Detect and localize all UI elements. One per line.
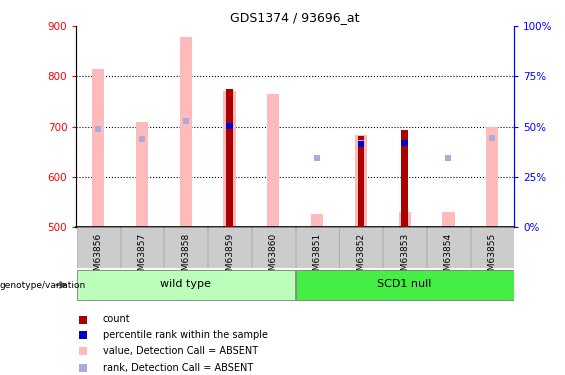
Bar: [267, 94, 280, 227]
Bar: [226, 89, 233, 227]
Text: GSM63851: GSM63851: [312, 233, 321, 282]
Bar: [92, 69, 105, 227]
FancyBboxPatch shape: [340, 227, 383, 268]
Bar: [223, 92, 236, 227]
Text: GSM63854: GSM63854: [444, 233, 453, 282]
Text: SCD1 null: SCD1 null: [377, 279, 432, 290]
FancyBboxPatch shape: [208, 227, 251, 268]
Bar: [442, 212, 455, 227]
Text: GSM63853: GSM63853: [400, 233, 409, 282]
Bar: [401, 130, 408, 227]
Text: GSM63852: GSM63852: [357, 233, 366, 282]
FancyBboxPatch shape: [164, 227, 207, 268]
Bar: [401, 140, 408, 146]
FancyBboxPatch shape: [295, 270, 514, 300]
Text: rank, Detection Call = ABSENT: rank, Detection Call = ABSENT: [103, 363, 253, 373]
Text: value, Detection Call = ABSENT: value, Detection Call = ABSENT: [103, 346, 258, 356]
FancyBboxPatch shape: [252, 227, 295, 268]
FancyBboxPatch shape: [295, 227, 338, 268]
Text: GSM63859: GSM63859: [225, 233, 234, 282]
Title: GDS1374 / 93696_at: GDS1374 / 93696_at: [231, 11, 360, 24]
Text: percentile rank within the sample: percentile rank within the sample: [103, 330, 268, 340]
Text: wild type: wild type: [160, 279, 211, 290]
Text: genotype/variation: genotype/variation: [0, 280, 86, 290]
Text: GSM63860: GSM63860: [269, 233, 278, 282]
Text: GSM63855: GSM63855: [488, 233, 497, 282]
FancyBboxPatch shape: [383, 227, 426, 268]
Bar: [398, 212, 411, 227]
Text: GSM63857: GSM63857: [137, 233, 146, 282]
Bar: [226, 123, 233, 129]
FancyBboxPatch shape: [120, 227, 163, 268]
Text: GSM63858: GSM63858: [181, 233, 190, 282]
Bar: [355, 135, 367, 227]
Bar: [136, 122, 148, 227]
Bar: [358, 136, 364, 227]
FancyBboxPatch shape: [77, 270, 295, 300]
FancyBboxPatch shape: [427, 227, 470, 268]
Bar: [358, 141, 364, 147]
FancyBboxPatch shape: [471, 227, 514, 268]
Text: count: count: [103, 315, 130, 324]
Bar: [311, 214, 323, 227]
Bar: [180, 37, 192, 227]
Text: GSM63856: GSM63856: [94, 233, 103, 282]
FancyBboxPatch shape: [77, 227, 120, 268]
Bar: [486, 127, 498, 227]
